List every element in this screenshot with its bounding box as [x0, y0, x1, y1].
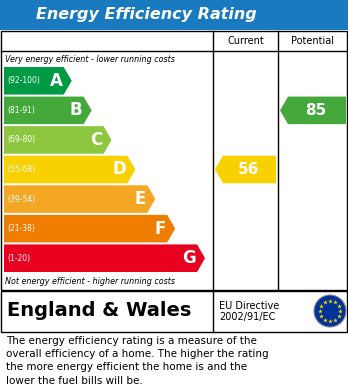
Text: (39-54): (39-54) — [7, 195, 35, 204]
Text: (55-68): (55-68) — [7, 165, 35, 174]
Text: England & Wales: England & Wales — [7, 301, 191, 321]
Text: Not energy efficient - higher running costs: Not energy efficient - higher running co… — [5, 276, 175, 285]
Text: 56: 56 — [238, 162, 259, 177]
Text: 85: 85 — [306, 103, 327, 118]
Text: D: D — [113, 160, 126, 179]
Text: EU Directive: EU Directive — [219, 301, 279, 311]
Text: 2002/91/EC: 2002/91/EC — [219, 312, 275, 322]
Text: F: F — [155, 220, 166, 238]
Text: (21-38): (21-38) — [7, 224, 35, 233]
Text: E: E — [135, 190, 146, 208]
Text: (1-20): (1-20) — [7, 254, 30, 263]
Polygon shape — [4, 156, 135, 183]
Polygon shape — [4, 185, 155, 213]
Circle shape — [314, 295, 346, 327]
Text: A: A — [50, 72, 63, 90]
Text: B: B — [70, 101, 82, 119]
Bar — [1, 291, 347, 332]
Text: G: G — [182, 249, 196, 267]
Text: Very energy efficient - lower running costs: Very energy efficient - lower running co… — [5, 56, 175, 65]
Text: C: C — [90, 131, 103, 149]
Text: (81-91): (81-91) — [7, 106, 35, 115]
Text: Current: Current — [227, 36, 264, 46]
Text: (92-100): (92-100) — [7, 76, 40, 85]
Text: Potential: Potential — [292, 36, 334, 46]
Text: The energy efficiency rating is a measure of the
overall efficiency of a home. T: The energy efficiency rating is a measur… — [6, 336, 269, 386]
Polygon shape — [4, 126, 111, 154]
Polygon shape — [4, 67, 72, 95]
Polygon shape — [4, 215, 175, 242]
Polygon shape — [4, 97, 92, 124]
Text: (69-80): (69-80) — [7, 135, 35, 144]
Bar — [1, 31, 347, 290]
Polygon shape — [280, 97, 346, 124]
Polygon shape — [215, 156, 276, 183]
Polygon shape — [4, 244, 205, 272]
Bar — [0, 0, 348, 30]
Text: Energy Efficiency Rating: Energy Efficiency Rating — [36, 7, 256, 23]
